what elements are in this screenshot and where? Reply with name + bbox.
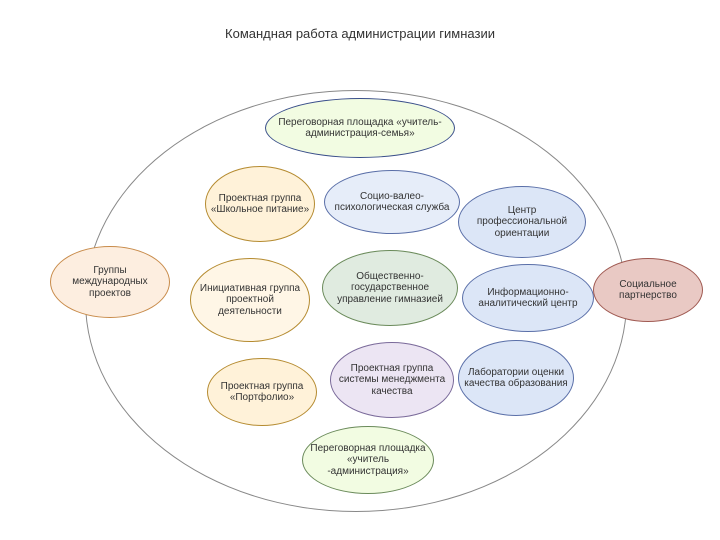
node-label: Социо-валео-психологическая служба <box>329 191 455 214</box>
node-n8: Информационно-аналитический центр <box>462 264 594 332</box>
diagram-title: Командная работа администрации гимназии <box>0 26 720 41</box>
node-n3: Социо-валео-психологическая служба <box>324 170 460 234</box>
node-n10: Проектная группа «Портфолио» <box>207 358 317 426</box>
node-label: Переговорная площадка «учитель-администр… <box>270 117 450 140</box>
node-n7: Общественно-государственное управление г… <box>322 250 458 326</box>
node-label: Центр профессиональной ориентации <box>463 205 581 240</box>
node-label: Социальное партнерство <box>598 279 698 302</box>
node-n6: Инициативная группа проектной деятельнос… <box>190 258 310 342</box>
node-n5: Группы международных проектов <box>50 246 170 318</box>
node-n13: Переговорная площадка «учитель -админист… <box>302 426 434 494</box>
node-label: Общественно-государственное управление г… <box>327 271 453 306</box>
node-label: Лаборатории оценки качества образования <box>463 367 569 390</box>
node-label: Информационно-аналитический центр <box>467 287 589 310</box>
node-n4: Центр профессиональной ориентации <box>458 186 586 258</box>
node-label: Переговорная площадка «учитель -админист… <box>307 443 429 478</box>
node-label: Группы международных проектов <box>55 265 165 300</box>
node-label: Проектная группа «Портфолио» <box>212 381 312 404</box>
node-n9: Социальное партнерство <box>593 258 703 322</box>
node-n11: Проектная группа системы менеджмента кач… <box>330 342 454 418</box>
node-label: Проектная группа системы менеджмента кач… <box>335 363 449 398</box>
node-label: Инициативная группа проектной деятельнос… <box>195 283 305 318</box>
node-n2: Проектная группа «Школьное питание» <box>205 166 315 242</box>
node-n1: Переговорная площадка «учитель-администр… <box>265 98 455 158</box>
node-n12: Лаборатории оценки качества образования <box>458 340 574 416</box>
node-label: Проектная группа «Школьное питание» <box>210 193 310 216</box>
